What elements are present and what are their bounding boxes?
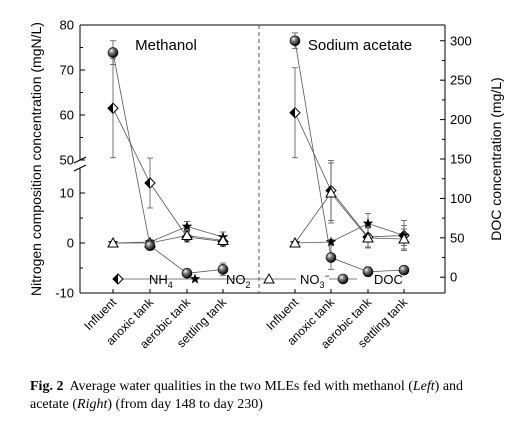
legend-marker bbox=[263, 272, 275, 284]
data-point bbox=[362, 218, 374, 228]
legend-label: DOC bbox=[374, 272, 403, 287]
legend-marker bbox=[189, 273, 201, 284]
right-tick-label: 50 bbox=[450, 230, 464, 245]
panel-title-methanol: Methanol bbox=[135, 37, 197, 54]
caption-right: Right bbox=[77, 397, 108, 412]
series-line bbox=[294, 192, 405, 244]
data-point bbox=[398, 232, 410, 244]
data-point bbox=[398, 264, 410, 276]
caption-text-3: ) (from day 148 to day 230) bbox=[107, 397, 263, 412]
figure-caption: Fig. 2 Average water qualities in the two… bbox=[30, 378, 500, 414]
legend-label-main: NO bbox=[300, 272, 320, 287]
data-point bbox=[217, 234, 229, 245]
right-tick-label: 300 bbox=[450, 33, 472, 48]
legend-label-main: NH bbox=[149, 272, 168, 287]
legend-marker bbox=[337, 273, 349, 285]
panel-title-acetate: Sodium acetate bbox=[308, 37, 412, 54]
legend-label-sub: 2 bbox=[246, 280, 251, 290]
data-point bbox=[107, 47, 119, 58]
left-tick-label: -10 bbox=[55, 286, 74, 301]
data-point bbox=[181, 267, 193, 279]
right-tick-label: 0 bbox=[450, 270, 457, 285]
legend-label-sub: 3 bbox=[320, 280, 325, 290]
series-line bbox=[112, 108, 224, 242]
legend-label-main: NO bbox=[226, 272, 246, 287]
caption-label: Fig. 2 bbox=[30, 379, 64, 394]
legend-label-main: DOC bbox=[374, 272, 403, 287]
data-point bbox=[289, 35, 301, 47]
series-line bbox=[112, 52, 224, 274]
left-tick-label: 60 bbox=[60, 108, 74, 123]
data-point bbox=[362, 266, 374, 278]
legend-label-sup: − bbox=[325, 271, 330, 281]
caption-text-1: Average water qualities in the two MLEs … bbox=[69, 379, 413, 394]
caption-left: Left bbox=[412, 379, 435, 394]
data-point bbox=[181, 221, 193, 231]
left-tick-label: 50 bbox=[60, 153, 74, 168]
series-line bbox=[294, 112, 405, 238]
data-point bbox=[107, 236, 119, 248]
data-point bbox=[107, 102, 119, 114]
legend-label: NO2 bbox=[226, 272, 251, 290]
series-line bbox=[294, 40, 405, 273]
right-tick-label: 250 bbox=[450, 73, 472, 88]
chart: 50607080-10010050100150200250300Nitrogen… bbox=[28, 18, 504, 352]
legend-label: NO3− bbox=[300, 271, 330, 290]
data-point bbox=[144, 177, 156, 189]
data-point bbox=[325, 186, 337, 198]
left-tick-label: 80 bbox=[60, 18, 74, 33]
data-point bbox=[289, 107, 301, 119]
left-tick-label: 70 bbox=[60, 63, 74, 78]
left-tick-label: 10 bbox=[60, 186, 74, 201]
series-line bbox=[294, 223, 405, 244]
data-point bbox=[144, 240, 156, 252]
series-line bbox=[112, 226, 224, 244]
legend-label: NH4 bbox=[149, 272, 173, 290]
data-point bbox=[181, 229, 193, 240]
data-point bbox=[362, 231, 374, 243]
right-tick-label: 150 bbox=[450, 152, 472, 167]
data-point bbox=[289, 236, 301, 248]
plot-area: 50607080-10010050100150200250300Nitrogen… bbox=[28, 18, 504, 352]
axis-break-mark bbox=[73, 164, 87, 172]
data-point bbox=[325, 252, 337, 263]
data-point bbox=[217, 264, 229, 275]
legend-marker bbox=[112, 273, 124, 285]
right-tick-label: 100 bbox=[450, 191, 472, 206]
data-point bbox=[325, 236, 337, 247]
left-axis-title: Nitrogen composition concentration (mgN/… bbox=[28, 22, 44, 296]
series-line bbox=[113, 235, 224, 244]
legend-label-sub: 4 bbox=[168, 280, 173, 290]
right-tick-label: 200 bbox=[450, 112, 472, 127]
right-axis-title: DOC concentration (mg/L) bbox=[488, 77, 504, 240]
left-tick-label: 0 bbox=[67, 236, 74, 251]
caption-text-2: ) and acetate ( bbox=[30, 379, 464, 412]
